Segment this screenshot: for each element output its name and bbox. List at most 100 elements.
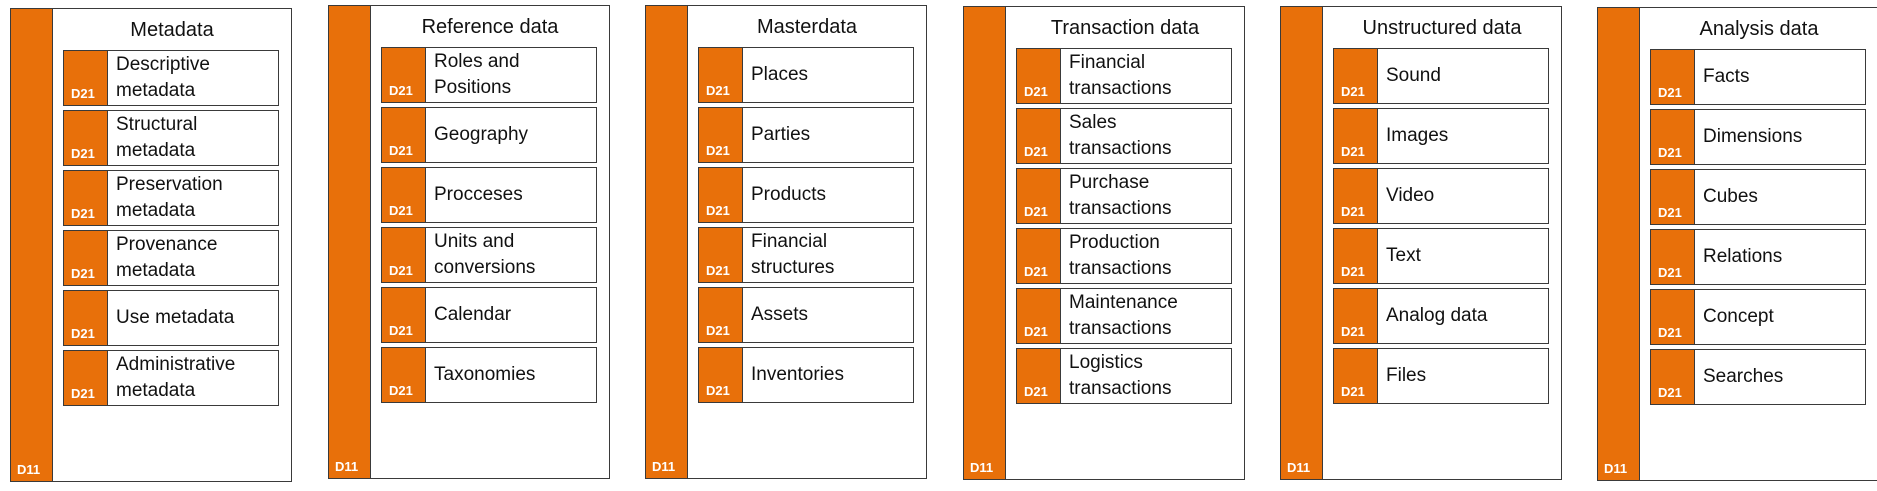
item-financial-structures: D21 Financial structures: [698, 227, 914, 283]
item-financial-transactions: D21 Financial transactions: [1016, 48, 1232, 104]
item-label: Parties: [751, 124, 811, 145]
item-label: Financial structures: [751, 231, 835, 278]
item-side-strip: D21: [382, 168, 426, 222]
panel-unstructured-data: D11 Unstructured data D21 Sound D21 Images D21…: [1280, 6, 1562, 480]
item-roles-and-positions: D21 Roles and Positions: [381, 47, 597, 103]
item-code-label: D21: [71, 266, 95, 281]
item-label: Dimensions: [1703, 126, 1803, 147]
item-side-strip: D21: [1334, 49, 1378, 103]
item-label: Video: [1386, 185, 1435, 206]
item-label: Geography: [434, 124, 529, 145]
item-code-label: D21: [71, 206, 95, 221]
item-side-strip: D21: [1651, 50, 1695, 104]
item-cubes: D21 Cubes: [1650, 169, 1866, 225]
panel-code-label: D11: [970, 460, 994, 475]
item-side-strip: D21: [699, 168, 743, 222]
item-inventories: D21 Inventories: [698, 347, 914, 403]
panel-code-label: D11: [335, 459, 359, 474]
item-side-strip: D21: [382, 288, 426, 342]
item-searches: D21 Searches: [1650, 349, 1866, 405]
item-code-label: D21: [71, 86, 95, 101]
panel-transaction-data: D11 Transaction data D21 Financial transact…: [963, 6, 1245, 480]
item-label: Sales transactions: [1069, 112, 1172, 159]
item-side-strip: D21: [699, 348, 743, 402]
item-code-label: D21: [71, 386, 95, 401]
panel-side-strip: D11: [329, 6, 371, 478]
item-code-label: D21: [706, 83, 730, 98]
item-places: D21 Places: [698, 47, 914, 103]
item-label: Logistics transactions: [1069, 352, 1172, 399]
item-code-label: D21: [706, 143, 730, 158]
item-side-strip: D21: [1334, 229, 1378, 283]
item-maintenance-transactions: D21 Maintenance transactions: [1016, 288, 1232, 344]
item-code-label: D21: [1341, 264, 1365, 279]
item-code-label: D21: [1024, 324, 1048, 339]
item-files: D21 Files: [1333, 348, 1549, 404]
item-side-strip: D21: [1651, 350, 1695, 404]
item-label: Taxonomies: [434, 364, 536, 385]
item-concept: D21 Concept: [1650, 289, 1866, 345]
item-descriptive-metadata: D21 Descriptive metadata: [63, 50, 279, 106]
item-code-label: D21: [1024, 264, 1048, 279]
item-assets: D21 Assets: [698, 287, 914, 343]
item-side-strip: D21: [64, 351, 108, 405]
item-side-strip: D21: [382, 228, 426, 282]
item-code-label: D21: [1341, 84, 1365, 99]
item-text: D21 Text: [1333, 228, 1549, 284]
item-code-label: D21: [706, 323, 730, 338]
item-side-strip: D21: [64, 111, 108, 165]
item-production-transactions: D21 Production transactions: [1016, 228, 1232, 284]
panel-side-strip: D11: [964, 7, 1006, 479]
item-label: Use metadata: [116, 307, 235, 328]
item-label: Inventories: [751, 364, 844, 385]
item-code-label: D21: [1341, 204, 1365, 219]
item-side-strip: D21: [64, 51, 108, 105]
item-side-strip: D21: [1017, 349, 1061, 403]
item-images: D21 Images: [1333, 108, 1549, 164]
item-side-strip: D21: [64, 291, 108, 345]
panel-code-label: D11: [17, 462, 41, 477]
item-code-label: D21: [1024, 144, 1048, 159]
item-code-label: D21: [1658, 265, 1682, 280]
item-parties: D21 Parties: [698, 107, 914, 163]
item-calendar: D21 Calendar: [381, 287, 597, 343]
item-use-metadata: D21 Use metadata: [63, 290, 279, 346]
item-label: Preservation metadata: [116, 174, 223, 221]
item-code-label: D21: [1341, 144, 1365, 159]
item-purchase-transactions: D21 Purchase transactions: [1016, 168, 1232, 224]
item-provenance-metadata: D21 Provenance metadata: [63, 230, 279, 286]
item-code-label: D21: [389, 263, 413, 278]
item-label: Concept: [1703, 306, 1774, 327]
item-video: D21 Video: [1333, 168, 1549, 224]
panel-title: Transaction data: [1050, 17, 1200, 39]
panel-reference-data: D11 Reference data D21 Roles and Positions D…: [328, 5, 610, 479]
item-side-strip: D21: [1334, 109, 1378, 163]
item-code-label: D21: [389, 383, 413, 398]
item-side-strip: D21: [1017, 109, 1061, 163]
panel-metadata: D11 Metadata D21 Descriptive metadata D21 Str…: [10, 8, 292, 482]
item-label: Facts: [1703, 66, 1750, 87]
item-structural-metadata: D21 Structural metadata: [63, 110, 279, 166]
item-code-label: D21: [1658, 145, 1682, 160]
item-side-strip: D21: [64, 171, 108, 225]
item-logistics-transactions: D21 Logistics transactions: [1016, 348, 1232, 404]
panel-title: Unstructured data: [1362, 17, 1522, 39]
item-label: Products: [751, 184, 826, 205]
item-taxonomies: D21 Taxonomies: [381, 347, 597, 403]
item-sales-transactions: D21 Sales transactions: [1016, 108, 1232, 164]
item-analog-data: D21 Analog data: [1333, 288, 1549, 344]
item-label: Analog data: [1386, 305, 1488, 326]
item-label: Images: [1386, 125, 1449, 146]
item-label: Files: [1386, 365, 1427, 386]
item-side-strip: D21: [1651, 290, 1695, 344]
item-units-and-conversions: D21 Units and conversions: [381, 227, 597, 283]
item-label: Text: [1386, 245, 1421, 266]
panel-side-strip: D11: [1281, 7, 1323, 479]
item-geography: D21 Geography: [381, 107, 597, 163]
panel-analysis-data: D11 Analysis data D21 Facts D21 Dimensions D21…: [1597, 7, 1877, 481]
item-side-strip: D21: [1334, 169, 1378, 223]
item-side-strip: D21: [1017, 289, 1061, 343]
item-preservation-metadata: D21 Preservation metadata: [63, 170, 279, 226]
item-code-label: D21: [706, 263, 730, 278]
item-code-label: D21: [1658, 325, 1682, 340]
